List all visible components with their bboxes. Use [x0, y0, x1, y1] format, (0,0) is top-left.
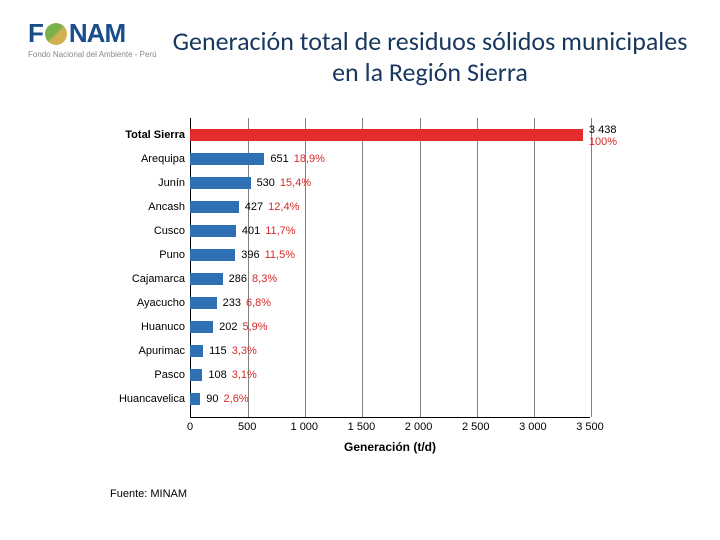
bar — [190, 249, 235, 261]
logo-letter-f: F — [28, 18, 43, 49]
globe-icon — [45, 23, 67, 45]
y-tick: Huanuco — [95, 321, 185, 333]
y-tick: Junín — [95, 177, 185, 189]
value-label: 53015,4% — [257, 177, 312, 189]
logo-subtitle: Fondo Nacional del Ambiente - Perú — [28, 51, 158, 59]
source-note: Fuente: MINAM — [110, 488, 187, 500]
y-tick: Pasco — [95, 369, 185, 381]
gridline — [420, 118, 421, 417]
bar — [190, 369, 202, 381]
bar — [190, 273, 223, 285]
value-label: 42712,4% — [245, 201, 300, 213]
gridline — [534, 118, 535, 417]
x-tick: 3 500 — [576, 421, 604, 433]
y-tick: Cusco — [95, 225, 185, 237]
value-label: 2868,3% — [229, 273, 277, 285]
gridline — [591, 118, 592, 417]
value-label: 902,6% — [206, 393, 248, 405]
x-axis-label: Generación (t/d) — [190, 440, 590, 454]
x-tick: 1 000 — [291, 421, 319, 433]
value-label: 40111,7% — [242, 225, 296, 237]
bar — [190, 345, 203, 357]
y-tick: Arequipa — [95, 153, 185, 165]
value-label: 2025,9% — [219, 321, 267, 333]
value-label: 1153,3% — [209, 345, 257, 357]
logo-letters-nam: NAM — [69, 18, 125, 49]
gridline — [477, 118, 478, 417]
x-tick: 500 — [238, 421, 256, 433]
x-tick: 2 000 — [405, 421, 433, 433]
waste-generation-chart: Generación (t/d) 0 500 1 000 1 500 2 000 2 50… — [90, 118, 620, 458]
x-tick: 0 — [187, 421, 193, 433]
bar — [190, 129, 583, 141]
value-label: 3 438100% — [589, 124, 617, 148]
y-tick: Apurimac — [95, 345, 185, 357]
value-label: 1083,1% — [208, 369, 256, 381]
page-title: Generación total de residuos sólidos mun… — [170, 26, 690, 88]
bar — [190, 201, 239, 213]
y-tick: Huancavelica — [95, 393, 185, 405]
x-tick: 2 500 — [462, 421, 490, 433]
y-tick: Ancash — [95, 201, 185, 213]
bar — [190, 393, 200, 405]
value-label: 2336,8% — [223, 297, 271, 309]
x-tick: 3 000 — [519, 421, 547, 433]
y-tick: Total Sierra — [95, 129, 185, 141]
value-label: 39611,5% — [241, 249, 295, 261]
fonam-logo: F NAM Fondo Nacional del Ambiente - Perú — [28, 18, 158, 59]
bar — [190, 321, 213, 333]
bar — [190, 177, 251, 189]
y-tick: Ayacucho — [95, 297, 185, 309]
gridline — [362, 118, 363, 417]
bar — [190, 225, 236, 237]
y-tick: Puno — [95, 249, 185, 261]
y-tick: Cajamarca — [95, 273, 185, 285]
x-tick: 1 500 — [348, 421, 376, 433]
bar — [190, 297, 217, 309]
value-label: 65118,9% — [270, 153, 325, 165]
bar — [190, 153, 264, 165]
